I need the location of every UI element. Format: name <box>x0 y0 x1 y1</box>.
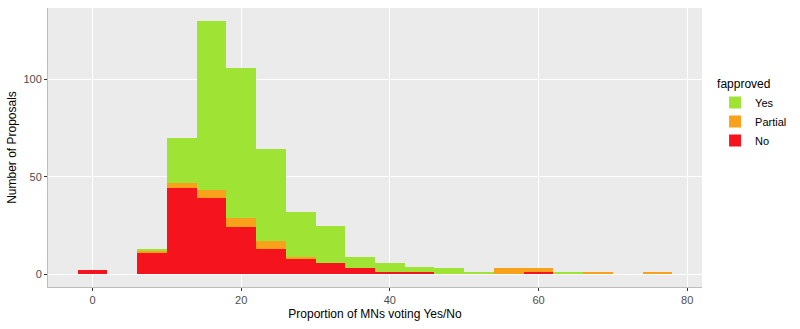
svg-text:80: 80 <box>681 294 693 306</box>
svg-text:No: No <box>755 135 769 147</box>
svg-text:Yes: Yes <box>755 97 773 109</box>
svg-text:0: 0 <box>90 294 96 306</box>
svg-text:60: 60 <box>532 294 544 306</box>
svg-text:100: 100 <box>23 73 41 85</box>
svg-text:40: 40 <box>384 294 396 306</box>
svg-text:fapproved: fapproved <box>717 77 770 91</box>
svg-text:Partial: Partial <box>755 116 786 128</box>
svg-text:Proportion of MNs voting Yes/N: Proportion of MNs voting Yes/No <box>288 307 462 321</box>
svg-text:50: 50 <box>30 171 42 183</box>
svg-text:20: 20 <box>235 294 247 306</box>
svg-text:0: 0 <box>36 268 42 280</box>
svg-text:Number of Proposals: Number of Proposals <box>5 91 19 204</box>
